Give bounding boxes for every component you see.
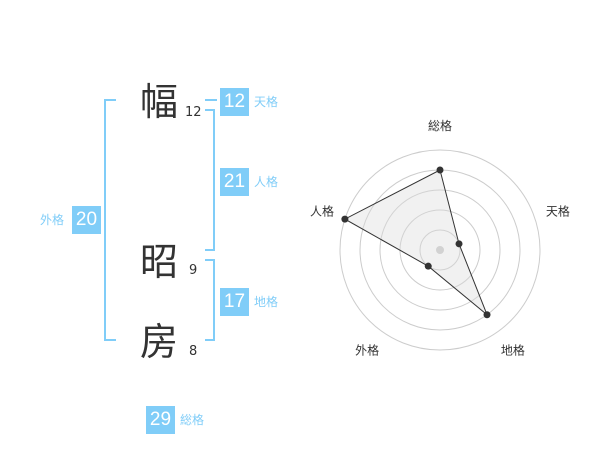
radar-point [455, 240, 463, 248]
radar-axis-label: 総格 [428, 118, 452, 133]
radar-ring [419, 229, 461, 271]
chikaku-value: 17 [220, 288, 249, 316]
jinkaku-value: 21 [220, 168, 249, 196]
soukaku-value: 29 [146, 406, 175, 434]
jinkaku-label: 人格 [254, 175, 279, 189]
chikaku-label: 地格 [254, 295, 279, 309]
stroke-count-2: 9 [189, 263, 198, 278]
radar-ring [379, 189, 501, 311]
tenkaku-label: 天格 [254, 95, 279, 109]
name-char-3: 房 [140, 320, 179, 364]
soukaku-label: 総格 [180, 413, 205, 427]
radar-axis-label: 外格 [355, 342, 379, 357]
chikaku-bracket [205, 259, 215, 341]
stroke-count-3: 8 [189, 344, 198, 359]
radar-axis-label: 天格 [546, 204, 570, 219]
radar-point [436, 166, 444, 174]
tenkaku-value: 12 [220, 88, 249, 116]
gaikaku-value: 20 [72, 206, 101, 234]
name-char-1: 幅 [140, 80, 179, 124]
tenkaku-bracket [205, 99, 217, 101]
gaikaku-bracket [104, 99, 116, 341]
stroke-count-1: 12 [185, 105, 202, 120]
radar-point [424, 262, 432, 270]
name-char-2: 昭 [140, 240, 179, 284]
jinkaku-bracket [205, 109, 215, 251]
radar-area [343, 169, 488, 316]
radar-point [483, 311, 491, 319]
gaikaku-label: 外格 [40, 213, 65, 227]
radar-point [341, 215, 349, 223]
radar-axis-label: 地格 [501, 342, 525, 357]
radar-center [436, 246, 444, 254]
radar-ring [339, 149, 541, 351]
radar-axis-label: 人格 [310, 204, 334, 219]
